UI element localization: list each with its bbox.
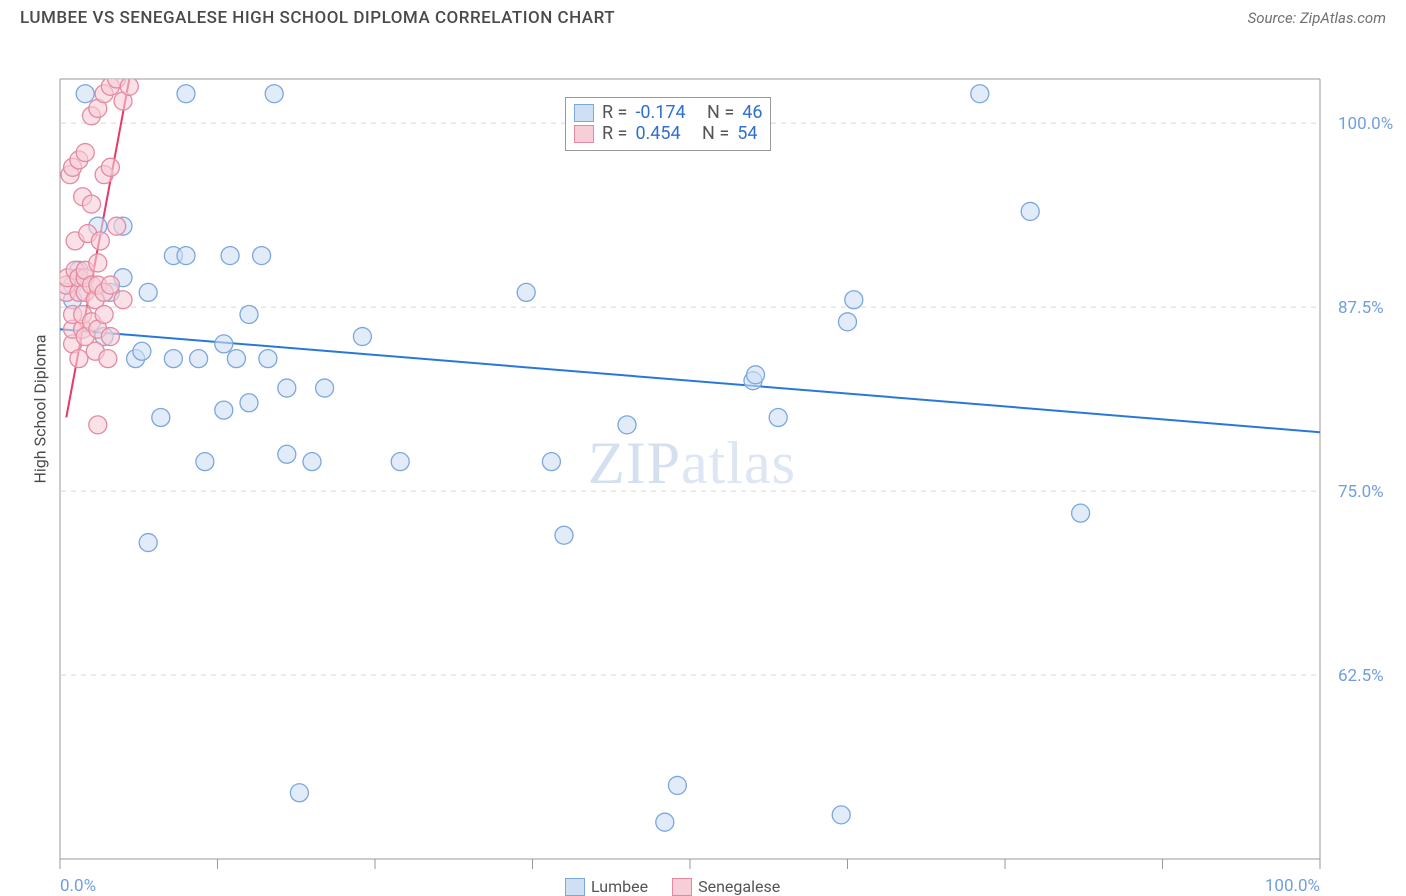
stats-legend: R = -0.174 N = 46R = 0.454 N = 54: [565, 97, 771, 151]
series-legend: Lumbee Senegalese: [565, 877, 780, 896]
source-attribution: Source: ZipAtlas.com: [1248, 9, 1386, 27]
svg-text:100.0%: 100.0%: [1338, 114, 1393, 134]
svg-text:100.0%: 100.0%: [1265, 876, 1320, 894]
legend-item: Lumbee: [565, 877, 648, 896]
stats-legend-row: R = -0.174 N = 46: [574, 102, 762, 123]
stats-legend-row: R = 0.454 N = 54: [574, 123, 762, 144]
svg-text:0.0%: 0.0%: [60, 876, 96, 894]
legend-item: Senegalese: [672, 877, 780, 896]
watermark: ZIPatlas: [588, 429, 796, 498]
svg-text:75.0%: 75.0%: [1338, 482, 1384, 502]
correlation-scatter-chart: High School Diploma 62.5%75.0%87.5%100.0…: [10, 34, 1396, 894]
chart-title: LUMBEE VS SENEGALESE HIGH SCHOOL DIPLOMA…: [20, 8, 615, 28]
svg-text:62.5%: 62.5%: [1338, 666, 1384, 686]
svg-text:87.5%: 87.5%: [1338, 298, 1384, 318]
